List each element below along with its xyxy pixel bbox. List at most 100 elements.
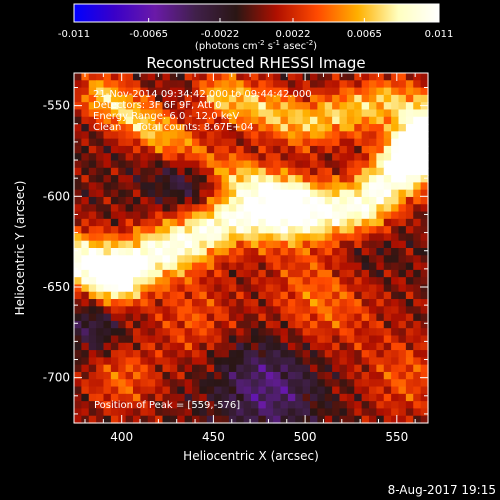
heatmap-cell <box>317 248 326 256</box>
heatmap-cell <box>147 306 156 315</box>
heatmap-cell <box>162 415 171 424</box>
heatmap-cell <box>369 313 377 322</box>
heatmap-cell <box>324 233 333 242</box>
heatmap-cell <box>302 211 311 220</box>
heatmap-cell <box>376 386 385 395</box>
heatmap-cell <box>273 109 282 118</box>
heatmap-cell <box>287 415 296 424</box>
heatmap-cell <box>376 408 385 417</box>
heatmap-cell <box>317 350 326 358</box>
heatmap-cell <box>74 342 82 351</box>
heatmap-cell <box>184 248 193 256</box>
heatmap-cell <box>192 182 200 191</box>
heatmap-cell <box>405 262 414 271</box>
heatmap-cell <box>376 138 385 147</box>
heatmap-cell <box>133 313 141 322</box>
heatmap-cell <box>192 80 200 89</box>
heatmap-cell <box>155 335 164 344</box>
heatmap-cell <box>324 73 333 81</box>
heatmap-cell <box>339 153 348 162</box>
heatmap-cell <box>81 313 90 322</box>
heatmap-cell <box>118 371 127 380</box>
heatmap-cell <box>192 364 200 373</box>
heatmap-cell <box>405 371 414 380</box>
heatmap-cell <box>420 80 429 89</box>
heatmap-cell <box>280 386 289 395</box>
heatmap-cell <box>398 160 407 169</box>
heatmap-cell <box>324 306 333 315</box>
heatmap-cell <box>140 284 149 293</box>
heatmap-cell <box>413 145 422 154</box>
heatmap-cell <box>369 73 377 81</box>
heatmap-cell <box>324 313 333 322</box>
heatmap-cell <box>88 248 97 256</box>
heatmap-cell <box>177 73 186 81</box>
heatmap-cell <box>228 80 237 89</box>
colorbar-tick-label: -0.011 <box>58 29 90 40</box>
heatmap-cell <box>214 371 223 380</box>
heatmap-cell <box>199 116 208 125</box>
heatmap-cell <box>302 401 311 410</box>
heatmap-cell <box>192 94 200 103</box>
heatmap-cell <box>287 248 296 256</box>
heatmap-cell <box>221 320 230 329</box>
heatmap-cell <box>280 73 289 81</box>
heatmap-cell <box>169 415 178 424</box>
heatmap-cell <box>147 262 156 271</box>
heatmap-cell <box>155 175 164 183</box>
heatmap-cell <box>302 196 311 205</box>
heatmap-cell <box>273 124 282 132</box>
heatmap-cell <box>221 291 230 300</box>
heatmap-cell <box>310 80 318 89</box>
heatmap-cell <box>81 342 90 351</box>
heatmap-cell <box>199 73 208 81</box>
heatmap-cell <box>383 277 392 286</box>
heatmap-cell <box>103 328 112 337</box>
heatmap-cell <box>221 393 230 402</box>
heatmap-cell <box>287 277 296 286</box>
x-tick-label: 400 <box>110 430 133 444</box>
heatmap-cell <box>236 357 245 366</box>
heatmap-cell <box>391 167 400 176</box>
heatmap-cell <box>339 175 348 183</box>
colorbar-tick-label: -0.0065 <box>129 29 168 40</box>
heatmap-cell <box>317 342 326 351</box>
heatmap-cell <box>354 80 363 89</box>
heatmap-cell <box>162 167 171 176</box>
heatmap-cell <box>405 357 414 366</box>
heatmap-cell <box>280 138 289 147</box>
heatmap-cell <box>88 386 97 395</box>
heatmap-cell <box>155 87 164 96</box>
heatmap-cell <box>140 306 149 315</box>
heatmap-cell <box>302 262 311 271</box>
heatmap-cell <box>110 401 119 410</box>
heatmap-cell <box>133 73 141 81</box>
heatmap-cell <box>228 87 237 96</box>
heatmap-cell <box>391 415 400 424</box>
heatmap-cell <box>133 401 141 410</box>
heatmap-cell <box>265 233 274 242</box>
heatmap-cell <box>354 145 363 154</box>
heatmap-cell <box>383 393 392 402</box>
heatmap-cell <box>413 342 422 351</box>
heatmap-cell <box>317 226 326 235</box>
heatmap-cell <box>243 415 252 424</box>
heatmap-cell <box>251 167 259 176</box>
heatmap-cell <box>110 291 119 300</box>
heatmap-cell <box>258 102 267 111</box>
heatmap-cell <box>81 328 90 337</box>
heatmap-cell <box>96 102 105 111</box>
heatmap-cell <box>413 226 422 235</box>
heatmap-cell <box>317 371 326 380</box>
heatmap-cell <box>310 204 318 213</box>
heatmap-cell <box>192 240 200 249</box>
heatmap-cell <box>199 196 208 205</box>
heatmap-cell <box>147 211 156 220</box>
heatmap-cell <box>251 145 259 154</box>
heatmap-cell <box>236 204 245 213</box>
heatmap-cell <box>398 328 407 337</box>
heatmap-cell <box>391 189 400 198</box>
heatmap-cell <box>265 393 274 402</box>
heatmap-cell <box>184 291 193 300</box>
heatmap-cell <box>391 350 400 358</box>
